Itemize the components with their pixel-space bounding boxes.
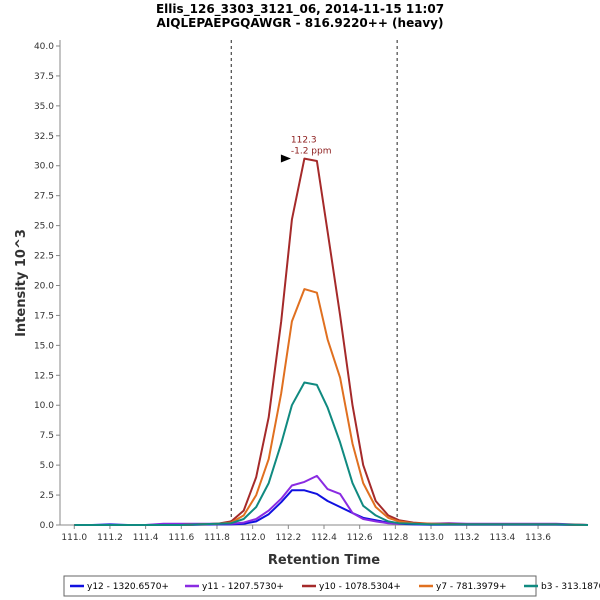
boundary-lines xyxy=(230,40,398,525)
legend: y12 - 1320.6570+ y11 - 1207.5730+ y10 - 10… xyxy=(63,575,600,597)
x-ticks: 111.0 111.2 111.4 111.6 111.8 112.0 112.2 112.4… xyxy=(61,525,551,543)
x-tick-label: 111.6 xyxy=(168,533,194,543)
y-tick-label: 5.0 xyxy=(40,461,55,471)
y-tick-label: 37.5 xyxy=(34,72,54,82)
y-tick-label: 12.5 xyxy=(34,371,54,381)
legend-entry: y7 - 781.3979+ xyxy=(436,582,507,592)
plot-background xyxy=(60,40,588,524)
x-axis-label: Retention Time xyxy=(268,553,380,568)
x-tick-label: 112.6 xyxy=(347,533,373,543)
y-tick-label: 30.0 xyxy=(34,162,54,172)
x-tick-label: 112.8 xyxy=(382,533,408,543)
legend-entry: y12 - 1320.6570+ xyxy=(87,582,169,592)
y-tick-label: 10.0 xyxy=(34,401,54,411)
legend-entry: y10 - 1078.5304+ xyxy=(319,582,401,592)
x-tick-label: 111.0 xyxy=(61,533,87,543)
x-tick-label: 113.2 xyxy=(454,533,480,543)
legend-entry: b3 - 313.1870+ xyxy=(541,582,600,592)
legend-entry: y11 - 1207.5730+ xyxy=(202,582,284,592)
x-tick-label: 111.4 xyxy=(133,533,159,543)
y-tick-label: 22.5 xyxy=(34,252,54,262)
x-tick-label: 112.4 xyxy=(311,533,337,543)
y-tick-label: 15.0 xyxy=(34,341,54,351)
y-tick-label: 35.0 xyxy=(34,102,54,112)
x-tick-label: 111.8 xyxy=(204,533,230,543)
y-tick-label: 27.5 xyxy=(34,192,54,202)
peak-annotation: 112.3 -1.2 ppm xyxy=(280,136,332,163)
peak-rt-label: 112.3 xyxy=(291,136,317,146)
y-tick-label: 0.0 xyxy=(40,521,55,531)
y-tick-label: 17.5 xyxy=(34,311,54,321)
y-tick-label: 40.0 xyxy=(34,42,54,52)
chart-title: Ellis_126_3303_3121_06, 2014-11-15 11:07 xyxy=(156,2,444,17)
y-ticks: 0.0 2.5 5.0 7.5 10.0 12.5 15.0 17.5 20.0 22.5 25.0… xyxy=(34,42,60,531)
peak-arrow-icon xyxy=(280,154,291,163)
x-tick-label: 113.4 xyxy=(489,533,515,543)
x-tick-label: 112.0 xyxy=(240,533,266,543)
x-tick-label: 113.6 xyxy=(525,533,551,543)
x-tick-label: 111.2 xyxy=(97,533,123,543)
y-tick-label: 20.0 xyxy=(34,281,54,291)
y-axis-label: Intensity 10^3 xyxy=(14,229,29,337)
peak-ppm-label: -1.2 ppm xyxy=(291,147,332,157)
chart-subtitle: AIQLEPAEPGQAWGR - 816.9220++ (heavy) xyxy=(157,16,444,30)
series-lines xyxy=(74,157,589,526)
x-tick-label: 112.2 xyxy=(275,533,301,543)
x-tick-label: 113.0 xyxy=(418,533,444,543)
y-tick-label: 7.5 xyxy=(40,431,54,441)
y-tick-label: 2.5 xyxy=(40,491,54,501)
plot-area: 0.0 2.5 5.0 7.5 10.0 12.5 15.0 17.5 20.0 22.5 25.0… xyxy=(34,40,589,543)
series-line xyxy=(74,381,589,526)
y-tick-label: 32.5 xyxy=(34,132,54,142)
y-tick-label: 25.0 xyxy=(34,222,54,232)
